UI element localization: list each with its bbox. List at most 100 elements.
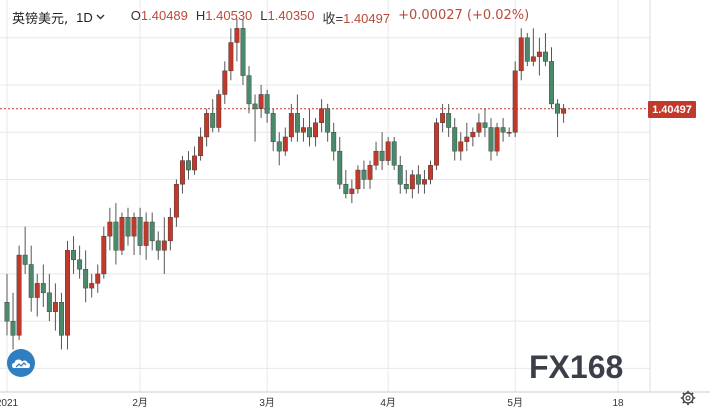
candle-up [373, 150, 379, 166]
candle-down [452, 127, 458, 152]
x-tick-label: 3月 [259, 397, 275, 409]
candle-down [210, 113, 216, 128]
candle-down [500, 127, 506, 133]
candle-down [240, 28, 246, 76]
candle-down [343, 183, 349, 194]
candle-up [52, 302, 58, 312]
low-label: L [260, 7, 268, 23]
candle-up [228, 42, 234, 72]
candle-down [149, 221, 155, 242]
candle-down [403, 183, 409, 190]
symbol-name[interactable]: 英镑美元, [12, 11, 69, 27]
candle-down [391, 141, 397, 166]
candle-down [59, 302, 64, 336]
candle-down [40, 283, 46, 294]
candle-down [71, 250, 77, 260]
candle-up [349, 188, 355, 194]
change-value: +0.00027 (+0.02%) [398, 7, 530, 23]
candle-down [361, 169, 367, 180]
candle-down [555, 103, 560, 114]
candle-up [385, 141, 391, 161]
candle-up [422, 179, 427, 185]
candle-down [22, 254, 28, 265]
x-tick-label: 2021 [0, 398, 19, 409]
last-price-tag: 1.40497 [648, 101, 696, 118]
x-tick-label: 4月 [380, 397, 396, 409]
candle-down [83, 269, 89, 289]
candle-down [379, 150, 385, 161]
candle-down [125, 217, 131, 237]
candle-down [270, 113, 276, 142]
close-label: 收= [322, 10, 344, 26]
x-tick-label: 5月 [507, 397, 523, 409]
candle-up [216, 94, 222, 128]
chart-header: 英镑美元, 1D O1.40489 H1.40530 L1.40350 收=1.… [12, 8, 529, 27]
candle-down [137, 217, 143, 246]
candle-up [518, 37, 524, 72]
candle-down [549, 61, 554, 105]
candle-up [458, 141, 464, 152]
candle-down [446, 113, 452, 128]
candle-down [264, 94, 270, 114]
candle-up [561, 108, 567, 114]
candle-up [131, 217, 137, 237]
candle-up [313, 122, 318, 138]
candle-down [155, 240, 161, 251]
candle-up [301, 127, 306, 133]
candle-up [161, 240, 167, 251]
candle-up [204, 113, 210, 138]
candle-up [65, 250, 70, 336]
candle-up [512, 70, 518, 133]
gear-icon[interactable] [680, 390, 696, 406]
candle-up [16, 254, 22, 336]
candle-up [222, 70, 228, 95]
ohlc-readout: O1.40489 H1.40530 L1.40350 收=1.40497 +0.… [131, 8, 529, 27]
candle-down [77, 259, 83, 270]
candle-up [476, 122, 482, 133]
candles-group [4, 18, 567, 350]
candle-up [192, 155, 198, 171]
candle-down [294, 113, 300, 133]
candle-down [28, 264, 34, 298]
x-tick-label: 18 [612, 398, 624, 409]
cloud-icon[interactable] [7, 349, 35, 377]
candle-up [143, 221, 149, 246]
candle-down [482, 122, 488, 128]
candle-up [530, 56, 536, 62]
candle-down [325, 108, 331, 133]
timeframe-selector[interactable]: 1D [76, 10, 105, 25]
candle-down [524, 37, 530, 62]
candle-down [337, 150, 343, 185]
candle-down [10, 320, 16, 336]
candle-up [167, 217, 173, 242]
candle-up [89, 283, 95, 289]
candle-up [506, 132, 512, 134]
candle-up [234, 28, 240, 43]
candle-down [186, 160, 191, 171]
candle-down [4, 302, 10, 322]
candle-down [246, 75, 252, 105]
candle-down [415, 174, 421, 185]
candle-up [367, 165, 373, 180]
x-tick-label: 2月 [132, 397, 148, 409]
candle-down [252, 103, 258, 109]
close-value: 1.40497 [343, 10, 391, 26]
candle-up [34, 283, 40, 298]
candle-up [198, 136, 204, 157]
open-label: O [130, 7, 141, 23]
candle-up [470, 132, 476, 138]
candle-up [107, 221, 113, 237]
candle-down [331, 132, 337, 152]
candle-up [440, 113, 446, 123]
candle-down [46, 292, 52, 312]
candle-up [119, 217, 125, 251]
chart-grid [0, 0, 650, 392]
candle-down [397, 165, 403, 185]
timeframe-label: 1D [76, 9, 93, 25]
fx168-logo-text: FX168 [529, 349, 623, 383]
candle-up [536, 51, 542, 57]
low-value: 1.40350 [267, 7, 315, 23]
x-axis-labels: 2021 2月 3月 4月 5月 18 [0, 397, 624, 409]
